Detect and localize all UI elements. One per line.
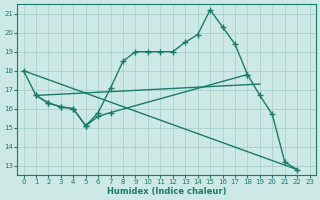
X-axis label: Humidex (Indice chaleur): Humidex (Indice chaleur) xyxy=(107,187,226,196)
